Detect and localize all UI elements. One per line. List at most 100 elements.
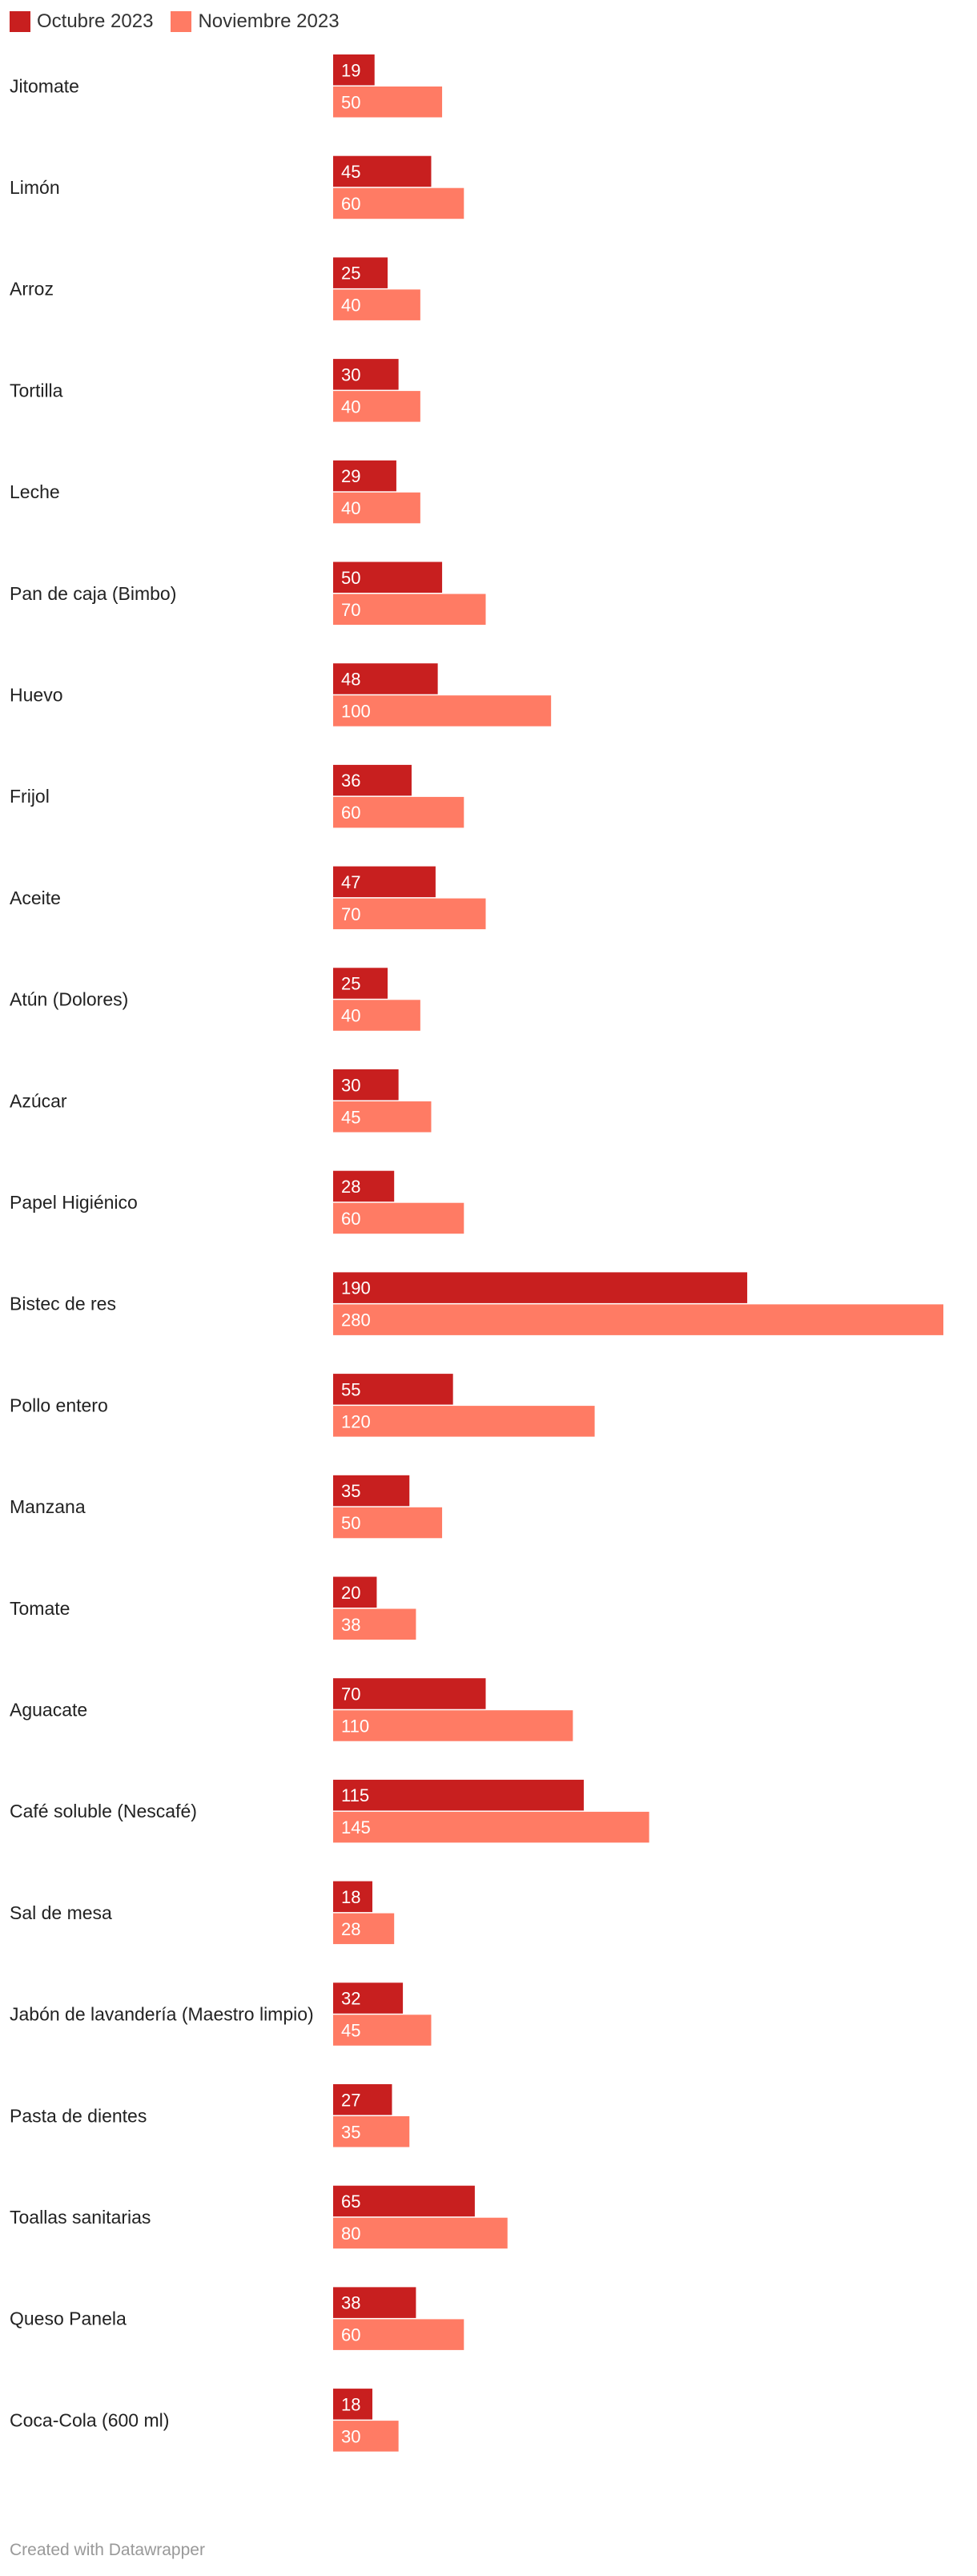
category-label: Toallas sanitarias xyxy=(10,2207,151,2228)
category-label: Atún (Dolores) xyxy=(10,989,128,1010)
bar-series-2 xyxy=(333,2319,464,2350)
bar-value-label: 35 xyxy=(341,1481,360,1501)
bar-series-2 xyxy=(333,1406,595,1437)
category-label: Aceite xyxy=(10,888,61,908)
bar-series-2 xyxy=(333,289,420,320)
bar-value-label: 36 xyxy=(341,771,360,791)
bar-value-label: 60 xyxy=(341,1209,360,1229)
category-row: Azúcar 30 45 xyxy=(10,1069,432,1133)
bar-series-1 xyxy=(333,968,388,999)
bar-series-2 xyxy=(333,87,443,118)
footer-credit: Created with Datawrapper xyxy=(10,2541,205,2559)
category-row: Arroz 25 40 xyxy=(10,257,420,320)
bar-value-label: 48 xyxy=(341,669,360,689)
bar-value-label: 28 xyxy=(341,1919,360,1939)
category-row: Atún (Dolores) 25 40 xyxy=(10,968,420,1031)
category-label: Café soluble (Nescafé) xyxy=(10,1801,197,1821)
bar-series-1 xyxy=(333,866,436,898)
bar-series-1 xyxy=(333,1475,410,1507)
bar-value-label: 19 xyxy=(341,60,360,80)
bar-value-label: 40 xyxy=(341,498,360,518)
bar-series-1 xyxy=(333,2389,372,2420)
category-row: Pan de caja (Bimbo) 50 70 xyxy=(10,561,486,625)
bar-value-label: 120 xyxy=(341,1411,371,1431)
legend-label: Noviembre 2023 xyxy=(198,10,340,32)
category-row: Queso Panela 38 60 xyxy=(10,2287,464,2350)
bar-series-1 xyxy=(333,764,412,796)
legend-item: Octubre 2023 xyxy=(10,10,153,33)
bar-series-1 xyxy=(333,1881,372,1913)
category-label: Coca-Cola (600 ml) xyxy=(10,2409,169,2430)
category-row: Jabón de lavandería (Maestro limpio) 32 45 xyxy=(10,1982,432,2046)
bar-value-label: 40 xyxy=(341,296,360,316)
bar-series-2 xyxy=(333,695,552,727)
category-label: Pasta de dientes xyxy=(10,2105,147,2126)
bar-series-1 xyxy=(333,2084,392,2115)
category-label: Tortilla xyxy=(10,380,63,400)
bar-series-1 xyxy=(333,1272,748,1303)
bar-series-2 xyxy=(333,1811,649,1843)
category-row: Frijol 36 60 xyxy=(10,764,464,828)
category-label: Jabón de lavandería (Maestro limpio) xyxy=(10,2004,314,2025)
bar-value-label: 40 xyxy=(341,396,360,417)
category-label: Aguacate xyxy=(10,1699,87,1720)
bar-series-1 xyxy=(333,663,438,694)
bar-series-2 xyxy=(333,1507,443,1539)
category-label: Limón xyxy=(10,177,60,198)
category-row: Jitomate 19 50 xyxy=(10,54,443,118)
bar-series-1 xyxy=(333,1170,395,1202)
category-label: Frijol xyxy=(10,786,50,807)
bar-value-label: 30 xyxy=(341,2426,360,2446)
category-row: Bistec de res 190 280 xyxy=(10,1272,943,1335)
legend-label: Octubre 2023 xyxy=(37,10,154,32)
bar-value-label: 27 xyxy=(341,2090,360,2110)
bar-series-2 xyxy=(333,898,486,930)
bar-series-1 xyxy=(333,1779,584,1811)
category-label: Leche xyxy=(10,481,60,502)
category-label: Manzana xyxy=(10,1496,86,1517)
bar-value-label: 47 xyxy=(341,872,360,892)
bar-series-2 xyxy=(333,796,464,828)
category-row: Aceite 47 70 xyxy=(10,866,486,930)
bar-series-2 xyxy=(333,2015,432,2046)
bar-series-2 xyxy=(333,2421,399,2452)
bar-series-2 xyxy=(333,2217,508,2249)
bar-value-label: 70 xyxy=(341,904,360,924)
legend-swatch xyxy=(10,11,30,32)
bar-value-label: 110 xyxy=(341,1716,369,1736)
category-row: Pasta de dientes 27 35 xyxy=(10,2084,410,2147)
bar-series-1 xyxy=(333,561,443,593)
bar-series-2 xyxy=(333,594,486,625)
bar-series-1 xyxy=(333,1982,404,2014)
category-label: Tomate xyxy=(10,1598,70,1619)
category-label: Pan de caja (Bimbo) xyxy=(10,583,176,604)
category-row: Leche 29 40 xyxy=(10,460,420,524)
bar-series-1 xyxy=(333,2287,416,2318)
bar-value-label: 30 xyxy=(341,364,360,384)
bar-value-label: 70 xyxy=(341,1684,360,1704)
bar-series-2 xyxy=(333,1000,420,1031)
bar-series-1 xyxy=(333,2185,475,2217)
category-label: Arroz xyxy=(10,279,54,300)
bar-value-label: 145 xyxy=(341,1817,371,1837)
bar-value-label: 45 xyxy=(341,2021,360,2041)
category-label: Jitomate xyxy=(10,75,79,96)
category-label: Sal de mesa xyxy=(10,1902,112,1923)
bar-value-label: 70 xyxy=(341,600,360,620)
bar-value-label: 50 xyxy=(341,568,360,588)
bar-value-label: 29 xyxy=(341,466,360,486)
bar-series-2 xyxy=(333,391,420,422)
bar-value-label: 32 xyxy=(341,1989,360,2009)
bar-value-label: 25 xyxy=(341,974,360,994)
bar-value-label: 28 xyxy=(341,1177,360,1197)
bar-value-label: 100 xyxy=(341,701,371,721)
category-row: Limón 45 60 xyxy=(10,155,464,219)
bar-series-1 xyxy=(333,257,388,288)
bar-series-1 xyxy=(333,155,432,187)
bar-series-2 xyxy=(333,2116,410,2147)
bar-value-label: 60 xyxy=(341,194,360,214)
bar-series-2 xyxy=(333,492,420,524)
bar-series-1 xyxy=(333,1576,377,1608)
bar-series-1 xyxy=(333,1678,486,1709)
